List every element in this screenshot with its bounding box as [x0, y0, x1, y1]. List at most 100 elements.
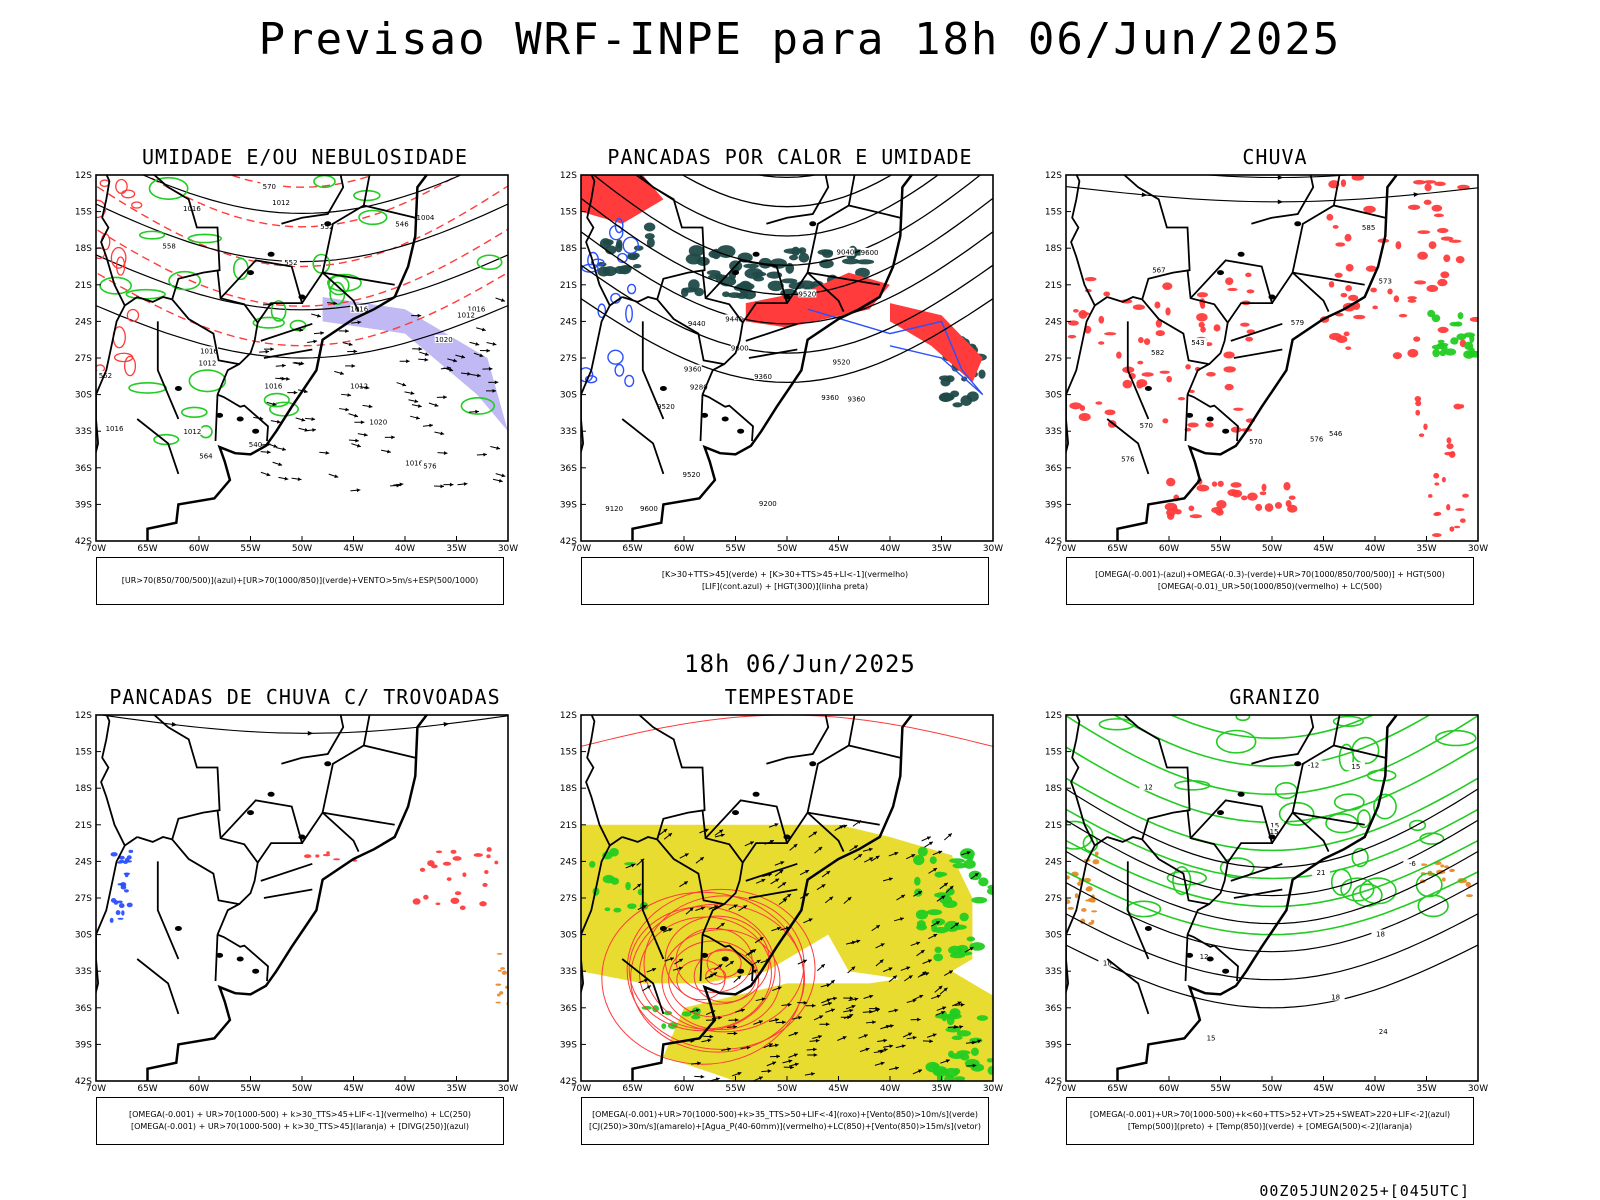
vector-layer [253, 297, 506, 493]
wind-vector-head [853, 845, 858, 849]
border-line [638, 175, 706, 300]
wind-vector-head [858, 854, 863, 858]
rain-red [1457, 184, 1470, 190]
pressure-contour [96, 304, 508, 359]
contour-label: 1020 [435, 336, 453, 344]
lat-label: 24S [560, 857, 577, 867]
wind-vector-head [415, 415, 420, 420]
lat-label: 33S [1045, 427, 1062, 437]
contour-label-bg [1376, 276, 1395, 285]
temp850-contour [1357, 809, 1371, 829]
border-line [621, 958, 665, 1015]
contour-label: 1016 [106, 425, 124, 433]
wind-vector-head [311, 417, 316, 421]
wind-vector-head [932, 1033, 937, 1038]
panel-umidade: UMIDADE E/OU NEBULOSIDADE 1016 1012 1012 10… [60, 145, 550, 645]
rain-red [1431, 204, 1443, 212]
wind-vector-head [929, 1039, 933, 1044]
legend-chuva: [OMEGA(-0.001)-(azul)+OMEGA(-0.3)-(verde… [1066, 557, 1474, 605]
wind-vector-head [901, 1044, 906, 1049]
map-content: 585 582 579 576 573 570 567 543 546 570 576 [1066, 175, 1478, 541]
lon-label: 65W [1107, 544, 1127, 554]
rain-red [1423, 199, 1432, 205]
rain-red [1246, 289, 1255, 294]
wind-vector-head [273, 444, 278, 448]
lif-contour [587, 251, 600, 269]
streamline-red [628, 906, 776, 1032]
legend-line: [OMEGA(-0.001) + UR>70(1000-500) + k>30_… [128, 1110, 472, 1119]
wind-vector-head [282, 363, 286, 368]
wind-vector-head [851, 1004, 856, 1009]
wind-vector-head [417, 404, 422, 408]
rain-red [1417, 251, 1428, 260]
contour-label: 1020 [369, 418, 387, 426]
contour-label: 9520 [683, 471, 701, 479]
wind-vector-head [774, 1043, 779, 1048]
contour-label: 552 [99, 372, 112, 380]
border-line [827, 175, 829, 176]
rain-green [1454, 321, 1463, 327]
contour-label: 576 [1310, 436, 1324, 444]
wind-vector-head [440, 431, 445, 436]
wind-vector-head [808, 918, 813, 922]
wind-vector-head [345, 407, 349, 412]
wind-vector-head [966, 851, 971, 855]
wind-vector-head [977, 1039, 982, 1044]
rain-red [1453, 525, 1461, 529]
border-line [1106, 418, 1150, 475]
lake-marker [1294, 221, 1302, 227]
wind-vector-head [912, 1035, 917, 1040]
rain-red [1283, 482, 1291, 491]
instability-green [855, 267, 870, 278]
temp850-contour [1066, 870, 1478, 936]
wind-vector-head [333, 301, 338, 306]
lat-label: 30S [1045, 931, 1062, 941]
lake-marker [252, 428, 260, 434]
lif-contour [625, 304, 633, 323]
wind-vector-head [812, 1003, 816, 1008]
contour-label-bg [434, 334, 453, 343]
border-line [263, 888, 313, 899]
lat-label: 18S [75, 784, 92, 794]
border-line [281, 715, 345, 765]
border-line [1106, 958, 1150, 1015]
rain-red [1196, 484, 1210, 492]
lake-marker [324, 221, 332, 227]
rain-red [1211, 506, 1223, 514]
streamline-red [626, 888, 816, 1050]
rain-red [1459, 518, 1466, 523]
wind-vector-head [759, 937, 764, 941]
lon-label: 30W [1468, 1084, 1488, 1094]
wind-vector-head [782, 1020, 786, 1025]
border-line [1071, 685, 1138, 703]
contour-layer: 1016 101210121012101657010161016576101610… [96, 175, 508, 471]
wind-vector-head [818, 1034, 822, 1039]
contour-label-bg [457, 310, 476, 319]
omega-orange [1088, 922, 1094, 925]
lat-label: 12S [560, 171, 577, 181]
wind-vector-head [833, 996, 837, 1001]
border-line [322, 811, 395, 826]
streamline-arrow [171, 722, 178, 727]
wind-vector-head [406, 359, 410, 364]
lif-contour [607, 349, 624, 365]
divergence-blue [128, 849, 134, 854]
lat-label: 12S [560, 711, 577, 721]
lon-label: 30W [1468, 544, 1488, 554]
wind-green [604, 907, 611, 912]
border-line [704, 259, 789, 324]
temp850-contour [1066, 808, 1478, 880]
wind-vector-head [774, 823, 779, 827]
lat-label: 21S [75, 821, 92, 831]
panel-chuva: CHUVA 585 582 579 576 573 570 567 543 546 570 576 1… [1030, 145, 1520, 645]
wind-vector-head [303, 389, 308, 394]
convection-orange [495, 983, 502, 986]
lon-label: 55W [725, 1084, 745, 1094]
rain-red [1137, 360, 1144, 365]
lat-label: 27S [1045, 894, 1062, 904]
wind-vector-head [969, 947, 974, 951]
border-line [156, 321, 180, 420]
legend-line: [OMEGA(-0.001)+UR>70(1000-500)+k>35_TTS>… [592, 1110, 978, 1119]
lat-label: 18S [1045, 784, 1062, 794]
